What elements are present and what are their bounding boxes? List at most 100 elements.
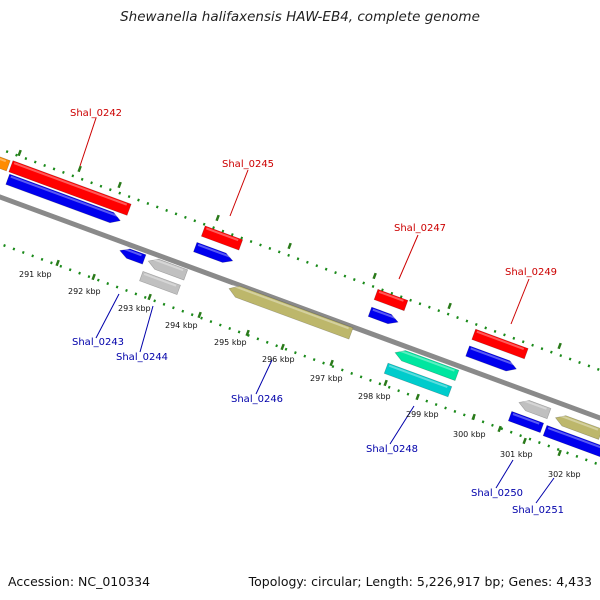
gene-label: Shal_0250 — [471, 488, 523, 499]
tick-mark — [17, 149, 22, 157]
tick-mark — [197, 311, 202, 319]
leader-line — [495, 459, 514, 489]
leader-line — [398, 234, 419, 280]
tick-label: 291 kbp — [19, 270, 52, 279]
gene-feature — [367, 306, 399, 325]
gene-arrow — [5, 173, 121, 224]
gene-label: Shal_0242 — [70, 108, 122, 119]
gene-arrow — [383, 362, 453, 398]
backbone-line — [0, 194, 600, 421]
gene-arrow — [394, 350, 460, 381]
gene-arrow — [193, 242, 234, 263]
leader-line — [535, 477, 555, 504]
gene-arrow — [139, 271, 181, 295]
tick-mark — [245, 329, 250, 337]
gene-feature — [193, 242, 234, 263]
gene-highlight — [143, 273, 177, 287]
gene-arrow — [465, 345, 517, 372]
leader-line — [79, 117, 97, 167]
tick-mark — [280, 343, 285, 351]
tick-mark — [287, 242, 292, 250]
tick-mark — [447, 302, 452, 310]
gene-arrow — [228, 285, 354, 340]
gene-feature — [507, 411, 545, 433]
gene-arrow — [373, 288, 409, 312]
gene-arrow — [367, 306, 399, 325]
tick-label: 296 kbp — [262, 355, 295, 364]
leader-line — [139, 305, 154, 353]
gene-feature — [228, 284, 354, 340]
gene-highlight — [558, 414, 599, 431]
gene-feature — [5, 173, 121, 224]
gene-highlight — [0, 154, 7, 163]
tick-label: 295 kbp — [214, 338, 247, 347]
gene-highlight — [547, 427, 600, 450]
gene-arrow — [518, 400, 552, 420]
label-leader-lines — [79, 117, 555, 504]
gene-feature — [0, 152, 11, 172]
gene-arrow — [554, 415, 600, 440]
accession-text: Accession: NC_010334 — [8, 574, 151, 589]
tick-label: 293 kbp — [118, 304, 151, 313]
gene-feature — [200, 225, 244, 251]
gene-highlight — [470, 347, 515, 366]
tick-mark — [147, 293, 152, 301]
gene-label: Shal_0244 — [116, 352, 168, 363]
gene-highlight — [13, 162, 128, 206]
tick-mark — [372, 272, 377, 280]
tick-mark — [329, 359, 334, 367]
gene-highlight — [476, 330, 525, 350]
gene-arrow — [507, 411, 545, 433]
leader-line — [510, 278, 530, 325]
gene-feature — [147, 257, 189, 281]
topology-text: Topology: circular; Length: 5,226,917 bp… — [248, 574, 592, 589]
gene-feature — [471, 328, 529, 360]
tick-labels: 291 kbp 292 kbp 293 kbp 294 kbp 295 kbp 296 k… — [19, 270, 581, 479]
leader-line — [389, 405, 415, 445]
tick-label: 297 kbp — [310, 374, 343, 383]
gene-feature — [139, 271, 181, 295]
gene-label: Shal_0247 — [394, 223, 446, 234]
gene-highlight — [122, 247, 142, 257]
tick-mark — [383, 379, 388, 387]
gene-highlight — [197, 244, 231, 258]
gene-feature — [465, 345, 517, 372]
gene-highlight — [10, 175, 119, 218]
gene-label: Shal_0251 — [512, 505, 564, 516]
gene-arrow — [542, 425, 600, 459]
tick-label: 299 kbp — [406, 410, 439, 419]
gene-label: Shal_0243 — [72, 337, 124, 348]
tick-mark — [55, 259, 60, 267]
tick-label: 294 kbp — [165, 321, 198, 330]
gene-arrow — [8, 160, 132, 216]
map-title: Shewanella halifaxensis HAW-EB4, complet… — [120, 9, 480, 25]
tick-mark — [215, 214, 220, 222]
tick-mark — [557, 449, 562, 457]
gene-highlight — [521, 398, 547, 410]
gene-arrow — [471, 328, 529, 360]
tick-mark — [117, 181, 122, 189]
tick-mark — [91, 273, 96, 281]
tick-mark — [497, 425, 502, 433]
gene-label: Shal_0245 — [222, 159, 274, 170]
tick-mark — [77, 165, 82, 173]
gene-arrow — [119, 248, 147, 265]
gene-highlight — [388, 364, 448, 389]
gene-label: Shal_0248 — [366, 444, 418, 455]
gene-feature — [542, 425, 600, 459]
gene-labels: Shal_0242 Shal_0243 Shal_0244 Shal_0245 Shal… — [70, 108, 564, 516]
tick-label: 300 kbp — [453, 430, 486, 439]
gene-feature — [119, 247, 147, 265]
tick-label: 298 kbp — [358, 392, 391, 401]
gene-arrow — [200, 225, 244, 251]
gene-feature — [383, 362, 453, 398]
tick-label: 292 kbp — [68, 287, 101, 296]
leader-line — [95, 293, 120, 339]
gene-highlight — [378, 290, 404, 302]
tick-mark — [471, 413, 476, 421]
gene-highlight — [397, 349, 455, 372]
gene-features — [0, 152, 600, 459]
gene-highlight — [150, 257, 184, 272]
gene-feature — [394, 349, 460, 381]
